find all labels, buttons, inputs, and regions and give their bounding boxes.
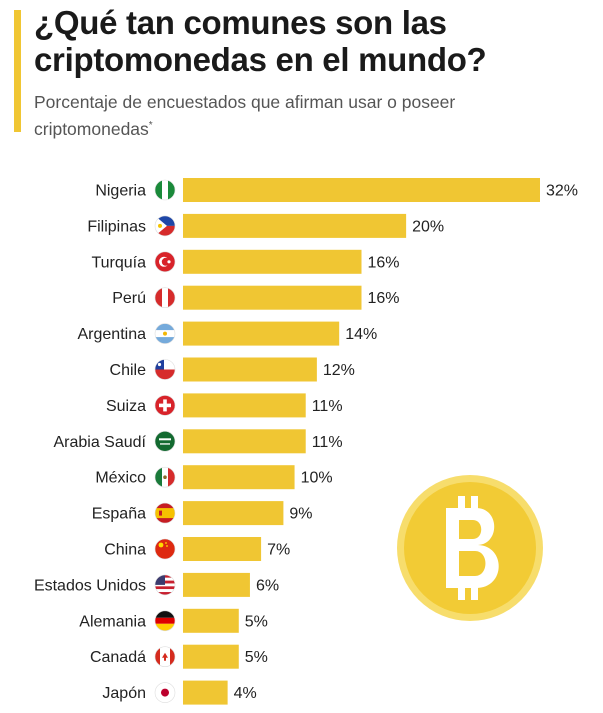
value-label-nigeria: 32% [546, 183, 578, 200]
bitcoin-coin-icon [397, 475, 543, 621]
value-label-argentina: 14% [345, 326, 377, 343]
value-label-arabia-saudi: 11% [312, 434, 343, 451]
bar-japon [183, 680, 228, 705]
category-label-peru: Perú [112, 290, 146, 307]
category-label-filipinas: Filipinas [87, 218, 146, 235]
flag-outline [154, 323, 176, 344]
bar-argentina [183, 321, 340, 346]
flag-outline [154, 538, 176, 560]
bar-filipinas [183, 213, 407, 238]
value-label-china: 7% [267, 542, 290, 559]
bar-china [183, 537, 262, 561]
category-label-argentina: Argentina [78, 326, 147, 343]
bar-chile [183, 357, 317, 382]
flag-mexico-icon [155, 467, 175, 488]
category-label-canada: Canadá [90, 649, 146, 666]
flag-filipinas-icon [155, 215, 175, 236]
chart-title: ¿Qué tan comunes son las criptomonedas e… [34, 4, 487, 78]
value-label-mexico: 10% [301, 470, 333, 487]
value-label-chile: 12% [323, 362, 355, 379]
flag-outline [154, 574, 176, 596]
bars-layer: Nigeria 32% Filipinas 20% Turquía 16% Perú 16% A… [34, 178, 578, 705]
bar-espana [183, 501, 284, 526]
category-label-espana: España [92, 506, 146, 523]
category-label-japon: Japón [102, 685, 146, 702]
value-label-estados-unidos: 6% [256, 577, 279, 594]
flag-alemania-icon [155, 610, 175, 631]
flag-espana-icon [155, 503, 175, 524]
flag-outline [154, 215, 176, 237]
flag-turquia-icon [155, 251, 175, 272]
flag-nigeria-icon [155, 180, 175, 200]
bar-nigeria [183, 178, 540, 202]
flag-outline [154, 610, 176, 632]
flag-canada-icon [155, 646, 175, 667]
chart-subtitle: Porcentaje de encuestados que afirman us… [34, 90, 504, 141]
flag-japon-icon [155, 682, 175, 703]
flag-outline [154, 179, 176, 201]
bar-peru [183, 285, 362, 310]
flag-china-icon [155, 539, 175, 559]
flag-outline [154, 646, 176, 668]
bar-turquia [183, 249, 362, 274]
category-label-arabia-saudi: Arabia Saudí [53, 434, 146, 451]
flag-argentina-icon [155, 323, 175, 344]
category-label-nigeria: Nigeria [95, 183, 146, 200]
flags-layer [154, 179, 176, 703]
subtitle-footnote-mark: * [148, 120, 153, 131]
bar-suiza [183, 393, 306, 418]
flag-outline [154, 359, 176, 380]
flag-chile-icon [155, 359, 175, 380]
value-label-alemania: 5% [245, 613, 268, 630]
category-label-alemania: Alemania [79, 613, 146, 630]
bar-mexico [183, 465, 295, 490]
flag-outline [154, 430, 176, 452]
flag-outline [154, 287, 176, 309]
flag-arabia-saudi-icon [155, 431, 175, 452]
category-label-estados-unidos: Estados Unidos [34, 577, 146, 594]
flag-estados-unidos-icon [155, 574, 175, 595]
bar-arabia-saudi [183, 429, 306, 454]
flag-peru-icon [155, 287, 175, 308]
value-label-peru: 16% [368, 290, 400, 307]
value-label-japon: 4% [234, 685, 257, 702]
value-label-espana: 9% [289, 506, 312, 523]
value-label-suiza: 11% [312, 398, 343, 415]
title-accent-bar [14, 10, 21, 132]
flag-suiza-icon [155, 395, 175, 416]
bitcoin-symbol-icon [446, 496, 499, 600]
flag-outline [154, 502, 176, 524]
flag-outline [154, 395, 176, 416]
category-label-chile: Chile [110, 362, 147, 379]
bar-canada [183, 644, 239, 669]
bar-alemania [183, 608, 239, 633]
value-label-turquia: 16% [368, 254, 400, 271]
subtitle-text: Porcentaje de encuestados que afirman us… [34, 92, 456, 139]
category-label-china: China [104, 542, 146, 559]
flag-outline [154, 466, 176, 488]
category-label-suiza: Suiza [106, 398, 146, 415]
value-label-filipinas: 20% [412, 218, 444, 235]
bar-estados-unidos [183, 572, 250, 597]
flag-outline [154, 682, 176, 703]
value-label-canada: 5% [245, 649, 268, 666]
category-label-mexico: México [95, 470, 146, 487]
flag-outline [154, 251, 176, 273]
category-label-turquia: Turquía [91, 254, 146, 271]
